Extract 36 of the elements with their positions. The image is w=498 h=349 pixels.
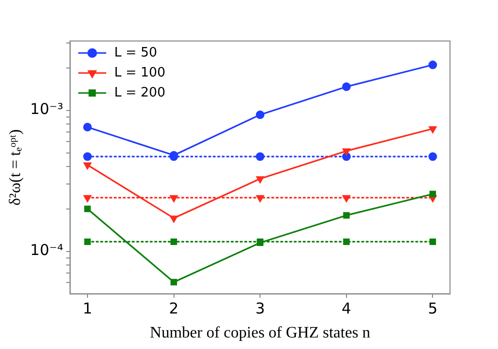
point — [428, 152, 438, 161]
point — [342, 82, 351, 92]
point — [170, 195, 178, 202]
point — [84, 195, 92, 202]
point — [428, 126, 437, 134]
x-tick-label: 4 — [342, 300, 352, 318]
point — [84, 238, 91, 245]
x-tick-label: 5 — [428, 300, 438, 318]
point — [256, 195, 264, 202]
point — [83, 122, 92, 132]
point — [256, 152, 264, 161]
point — [83, 152, 92, 161]
point — [342, 148, 350, 156]
y-axis-title: δ²ω(t = tₑᵒᵖᵗ) — [6, 129, 24, 206]
x-tick-label: 1 — [82, 300, 92, 318]
x-tick-label: 2 — [169, 300, 179, 318]
point — [84, 206, 91, 212]
point — [343, 212, 350, 219]
point — [429, 238, 436, 245]
point — [256, 176, 264, 184]
y-tick-label: 10⁻⁴ — [30, 241, 64, 260]
point — [84, 162, 92, 170]
point — [342, 195, 350, 202]
legend-label: L = 100 — [114, 65, 166, 80]
point — [428, 60, 438, 70]
point — [170, 216, 178, 222]
y-tick-label: 10⁻³ — [30, 100, 64, 118]
point — [343, 238, 350, 245]
legend-label: L = 200 — [114, 85, 166, 100]
x-tick-label: 3 — [255, 300, 265, 318]
x-axis-title: Number of copies of GHZ states n — [150, 324, 370, 342]
point — [256, 110, 264, 120]
point — [170, 238, 178, 245]
legend-label: L = 50 — [114, 45, 158, 60]
point — [429, 190, 436, 198]
point — [170, 278, 178, 286]
